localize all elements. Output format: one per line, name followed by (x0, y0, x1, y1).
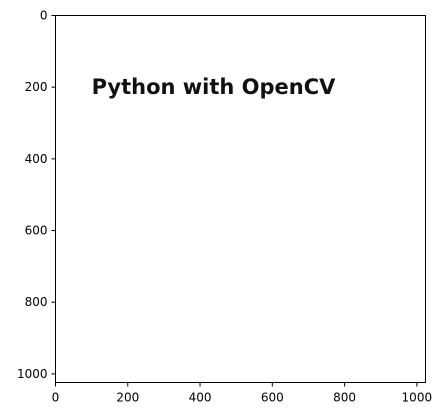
x-tick-label: 200 (116, 391, 139, 405)
x-tick-label: 600 (261, 391, 284, 405)
y-tick-label: 800 (25, 295, 48, 309)
y-tick-label: 0 (40, 9, 48, 23)
y-tick-label: 400 (25, 152, 48, 166)
x-tick-label: 400 (189, 391, 212, 405)
image-text: Python with OpenCV (92, 75, 337, 99)
x-axis: 0 200 400 600 800 1000 (52, 382, 433, 405)
y-tick-label: 1000 (17, 367, 48, 381)
x-tick-label: 1000 (402, 391, 433, 405)
axes-frame (55, 15, 426, 383)
x-tick-label: 800 (333, 391, 356, 405)
y-tick-label: 200 (25, 80, 48, 94)
image-canvas (55, 15, 426, 383)
x-tick-label: 0 (52, 391, 60, 405)
plot-area: Python with OpenCV (55, 15, 426, 383)
y-tick-label: 600 (25, 224, 48, 238)
y-axis: 0 200 400 600 800 1000 (17, 9, 56, 381)
